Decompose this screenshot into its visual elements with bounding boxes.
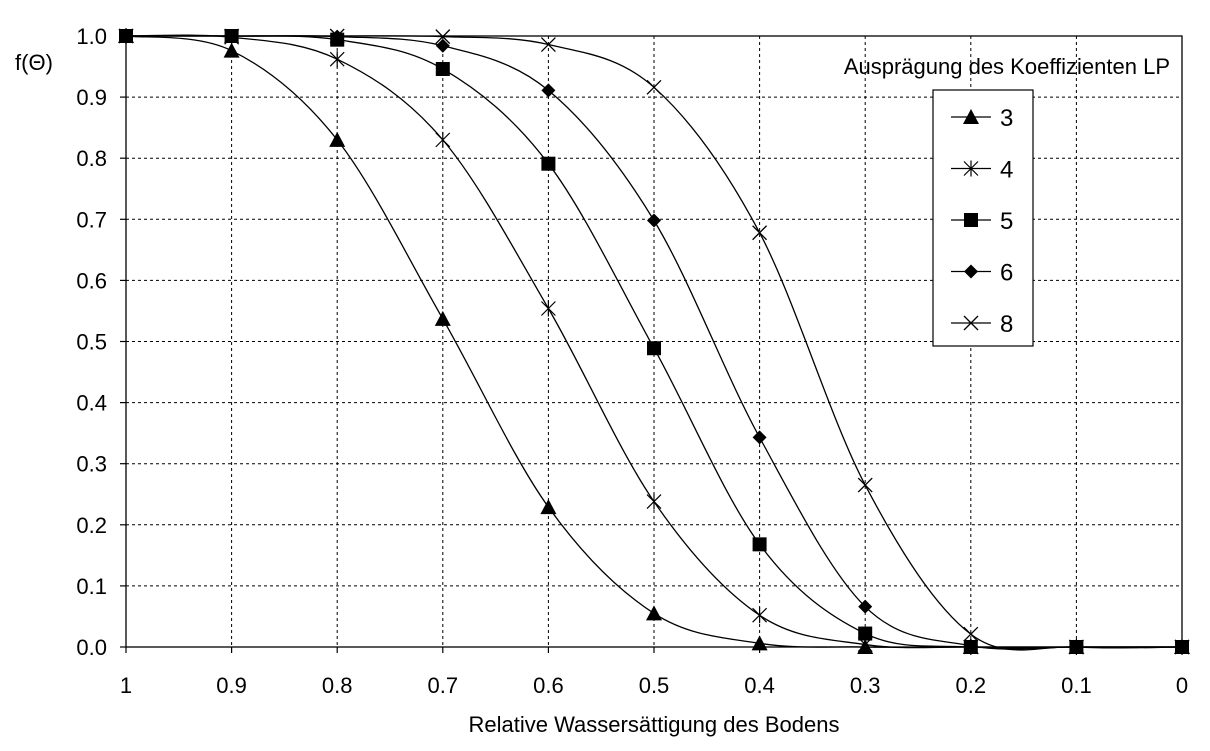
y-tick-label: 1.0 <box>76 24 107 49</box>
data-point <box>647 341 661 356</box>
data-point <box>435 29 451 45</box>
x-tick-label: 1 <box>120 673 132 698</box>
data-point <box>540 499 557 515</box>
data-point <box>647 213 661 228</box>
data-point <box>858 626 873 641</box>
y-tick-label: 0.9 <box>76 85 107 110</box>
y-tick-label: 0.6 <box>76 268 107 293</box>
legend-item-3: 3 <box>951 105 1013 132</box>
legend-marker <box>963 315 979 331</box>
x-tick-label: 0.3 <box>850 673 881 698</box>
legend-label: 4 <box>1000 157 1013 184</box>
data-point <box>540 300 556 317</box>
legend-marker <box>963 109 979 124</box>
data-point <box>541 156 556 171</box>
legend-item-8: 8 <box>951 311 1013 338</box>
axis-ticks: 1 0.9 0.8 0.7 0.6 0.5 0.4 0.3 0.2 0.1 0 0.0 0.1 0.2 0.… <box>76 24 1188 698</box>
legend: 3 4 5 6 8 <box>951 105 1013 338</box>
legend-marker <box>964 264 978 279</box>
data-point <box>435 38 450 53</box>
data-point <box>752 537 767 552</box>
data-point <box>857 477 873 493</box>
x-tick-label: 0.6 <box>533 673 564 698</box>
y-tick-label: 0.8 <box>76 146 107 171</box>
data-point <box>329 51 345 68</box>
data-point <box>541 83 556 98</box>
data-point <box>329 28 345 44</box>
legend-label: 6 <box>1000 260 1013 287</box>
data-point <box>540 37 556 53</box>
y-tick-label: 0.0 <box>76 635 107 660</box>
y-tick-label: 0.1 <box>76 574 107 599</box>
legend-item-5: 5 <box>951 208 1013 235</box>
legend-marker <box>964 213 978 227</box>
data-point <box>646 493 662 510</box>
x-tick-label: 0.2 <box>956 673 987 698</box>
legend-item-4: 4 <box>951 157 1013 184</box>
x-tick-label: 0.4 <box>744 673 775 698</box>
x-tick-label: 0.9 <box>216 673 247 698</box>
y-tick-label: 0.4 <box>76 391 107 416</box>
data-point <box>646 605 662 621</box>
legend-label: 8 <box>1000 311 1013 338</box>
data-point <box>435 131 451 148</box>
data-point <box>752 430 767 445</box>
legend-marker <box>963 160 979 177</box>
x-tick-label: 0.8 <box>322 673 353 698</box>
data-point <box>224 28 240 44</box>
legend-title: Ausprägung des Koeffizienten LP <box>844 54 1170 79</box>
series-8 <box>118 28 1190 655</box>
legend-label: 3 <box>1000 105 1013 132</box>
y-tick-label: 0.5 <box>76 330 107 355</box>
legend-box <box>932 89 1034 347</box>
y-tick-label: 0.3 <box>76 452 107 477</box>
data-point <box>751 635 768 651</box>
data-point <box>752 607 768 624</box>
x-tick-label: 0.7 <box>428 673 459 698</box>
data-point <box>646 79 662 95</box>
x-tick-label: 0 <box>1176 673 1188 698</box>
y-axis-title: f(Θ) <box>15 50 53 75</box>
data-point <box>329 131 346 147</box>
data-point <box>435 61 450 76</box>
legend-label: 5 <box>1000 208 1013 235</box>
data-point <box>752 225 768 241</box>
data-point <box>858 599 873 614</box>
data-point <box>963 638 978 653</box>
data-point <box>434 310 451 326</box>
x-tick-label: 0.1 <box>1061 673 1092 698</box>
x-tick-label: 0.5 <box>639 673 670 698</box>
series-layer <box>118 28 1190 655</box>
data-point <box>223 42 240 58</box>
y-tick-label: 0.7 <box>76 207 107 232</box>
y-tick-label: 0.2 <box>76 513 107 538</box>
legend-item-6: 6 <box>951 260 1013 287</box>
x-axis-title: Relative Wassersättigung des Bodens <box>469 712 840 737</box>
data-point <box>963 626 979 642</box>
series-line <box>126 35 1183 651</box>
